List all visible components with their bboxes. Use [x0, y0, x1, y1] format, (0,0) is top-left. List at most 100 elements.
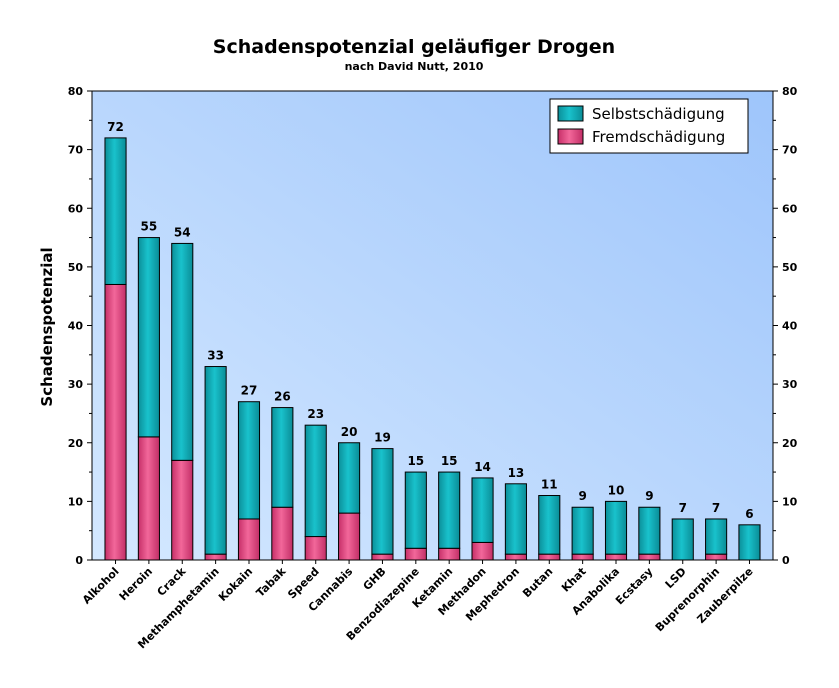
bar-fremdschaedigung-heroin	[137, 436, 160, 561]
data-label-ecstasy: 9	[645, 489, 653, 503]
y-tick-label-left: 80	[68, 85, 84, 98]
bar-selbstschaedigung-kokain	[237, 401, 261, 520]
data-label-ketamin: 15	[441, 454, 458, 468]
data-label-heroin: 55	[141, 220, 158, 234]
x-tick-label-kokain: Kokain	[216, 565, 255, 604]
bar-fremdschaedigung-methadon	[471, 541, 494, 561]
y-axis-label: Schadenspotenzial	[38, 247, 56, 406]
y-tick-label-left: 0	[75, 554, 83, 567]
x-tick-label-butan: Butan	[520, 565, 555, 600]
data-label-kokain: 27	[241, 384, 258, 398]
data-label-benzodiazepine: 15	[407, 454, 424, 468]
bar-selbstschaedigung-lsd	[671, 518, 694, 561]
y-tick-label-right: 10	[782, 495, 798, 508]
y-axis-left: 0 10 20 30 40 50 60 70 80	[68, 85, 92, 567]
bar-selbstschaedigung-butan	[538, 495, 561, 555]
y-tick-label-right: 40	[782, 320, 798, 333]
y-tick-label-right: 50	[782, 261, 798, 274]
bar-fremdschaedigung-kokain	[237, 518, 261, 561]
bar-fremdschaedigung-benzodiazepine	[404, 547, 427, 561]
data-label-methadon: 14	[474, 460, 491, 474]
bar-selbstschaedigung-crack	[171, 242, 194, 461]
data-label-buprenorphin: 7	[712, 501, 720, 515]
y-tick-label-right: 30	[782, 378, 798, 391]
data-label-zauberpilze: 6	[745, 507, 753, 521]
y-tick-label-left: 60	[68, 202, 84, 215]
data-label-speed: 23	[307, 407, 324, 421]
bar-selbstschaedigung-heroin	[137, 237, 160, 438]
bar-selbstschaedigung-speed	[304, 424, 327, 538]
data-label-butan: 11	[541, 478, 558, 492]
bar-fremdschaedigung-cannabis	[338, 512, 361, 561]
bar-fremdschaedigung-ghb	[371, 553, 394, 561]
legend-label-fremdschaedigung: Fremdschädigung	[592, 128, 725, 146]
bar-selbstschaedigung-zauberpilze	[738, 524, 761, 561]
data-label-anabolika: 10	[608, 483, 625, 497]
bar-selbstschaedigung-khat	[571, 506, 594, 555]
y-tick-label-left: 40	[68, 320, 84, 333]
bar-selbstschaedigung-methamphetamin	[204, 366, 227, 555]
bar-selbstschaedigung-mephedron	[504, 483, 527, 555]
data-label-alkohol: 72	[107, 120, 124, 134]
y-tick-label-right: 0	[782, 554, 790, 567]
bar-selbstschaedigung-buprenorphin	[705, 518, 728, 555]
bars	[104, 137, 761, 561]
y-tick-label-left: 70	[68, 144, 84, 157]
data-label-mephedron: 13	[508, 466, 525, 480]
bar-selbstschaedigung-ecstasy	[638, 506, 661, 555]
legend: Selbstschädigung Fremdschädigung	[549, 98, 749, 154]
y-tick-label-left: 30	[68, 378, 84, 391]
data-label-tabak: 26	[274, 390, 291, 404]
bar-fremdschaedigung-buprenorphin	[705, 553, 728, 561]
chart-title: Schadenspotenzial geläufiger Drogen	[213, 36, 615, 58]
y-tick-label-right: 60	[782, 202, 798, 215]
data-label-khat: 9	[578, 489, 586, 503]
bar-fremdschaedigung-khat	[571, 553, 594, 561]
chart-subtitle: nach David Nutt, 2010	[345, 60, 484, 73]
data-label-crack: 54	[174, 225, 191, 239]
data-label-methamphetamin: 33	[207, 349, 224, 363]
bar-selbstschaedigung-alkohol	[104, 137, 127, 285]
x-tick-label-khat: Khat	[559, 565, 589, 595]
bar-fremdschaedigung-anabolika	[604, 553, 628, 561]
x-tick-label-ghb: GHB	[361, 565, 389, 593]
bar-fremdschaedigung-methamphetamin	[204, 553, 227, 561]
bar-fremdschaedigung-ecstasy	[638, 553, 661, 561]
legend-label-selbstschaedigung: Selbstschädigung	[592, 105, 725, 123]
data-label-lsd: 7	[679, 501, 687, 515]
bar-selbstschaedigung-ghb	[371, 448, 394, 555]
y-tick-label-left: 20	[68, 437, 84, 450]
bar-fremdschaedigung-crack	[171, 459, 194, 561]
x-tick-label-heroin: Heroin	[117, 565, 155, 603]
data-label-cannabis: 20	[341, 425, 358, 439]
bar-selbstschaedigung-anabolika	[604, 500, 628, 555]
bar-fremdschaedigung-mephedron	[504, 553, 527, 561]
legend-swatch-selbstschaedigung	[557, 105, 584, 122]
data-labels: 72 55 54 33 27 26 23 20 19 15 15 14 13 11 9 10 9 7 7 6	[107, 120, 753, 521]
x-tick-label-alkohol: Alkohol	[80, 565, 122, 607]
bar-selbstschaedigung-benzodiazepine	[404, 471, 427, 549]
y-tick-label-right: 20	[782, 437, 798, 450]
bar-selbstschaedigung-cannabis	[338, 442, 361, 514]
bar-selbstschaedigung-ketamin	[438, 471, 461, 549]
y-tick-label-right: 70	[782, 144, 798, 157]
x-tick-label-tabak: Tabak	[254, 564, 289, 599]
bar-selbstschaedigung-methadon	[471, 477, 494, 543]
data-label-ghb: 19	[374, 431, 391, 445]
x-tick-label-lsd: LSD	[663, 565, 689, 591]
bar-fremdschaedigung-alkohol	[104, 283, 127, 561]
bar-fremdschaedigung-butan	[538, 553, 561, 561]
y-axis-right: 0 10 20 30 40 50 60 70 80	[773, 85, 798, 567]
legend-swatch-fremdschaedigung	[557, 128, 584, 145]
y-tick-label-right: 80	[782, 85, 798, 98]
y-tick-label-left: 50	[68, 261, 84, 274]
bar-fremdschaedigung-ketamin	[438, 547, 461, 561]
plot-area	[91, 90, 774, 561]
x-tick-label-ecstasy: Ecstasy	[613, 565, 655, 607]
bar-fremdschaedigung-tabak	[271, 506, 294, 561]
bar-selbstschaedigung-tabak	[271, 407, 294, 508]
bar-fremdschaedigung-speed	[304, 536, 327, 561]
y-tick-label-left: 10	[68, 495, 84, 508]
